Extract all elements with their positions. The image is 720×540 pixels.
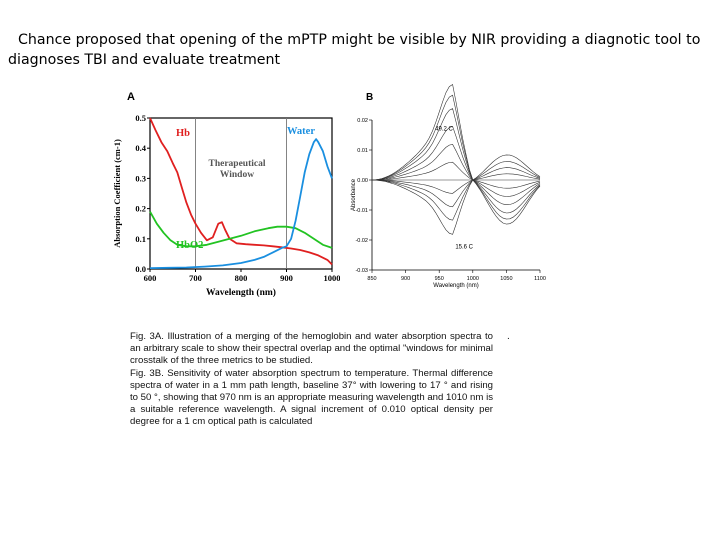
series-label-water: Water [287, 126, 315, 137]
temperature-curve [372, 161, 541, 189]
caption-fig-3a: Fig. 3A. Illustration of a merging of th… [130, 331, 493, 367]
y-axis-label-a: Absorption Coefficient (cm-1) [112, 139, 122, 248]
y-tick-label-b: 0.02 [357, 118, 368, 124]
temperature-curve [371, 108, 541, 214]
temperature-curve [371, 143, 541, 197]
x-tick-label-b: 1050 [500, 276, 512, 282]
x-axis-label-b: Wavelength (nm) [433, 283, 478, 289]
y-tick-label-b: 0.01 [357, 148, 368, 154]
series-label-hbo2: HbO2 [176, 240, 203, 251]
thermal-difference-spectra-chart: B 850 900 950 1000 1050 1100 -0.03 -0.02 -0.01 0.0… [351, 84, 546, 289]
series-label-hb: Hb [176, 128, 190, 139]
y-axis-label-b: Absorbance [351, 178, 357, 211]
therapeutic-window-label: Window [220, 170, 254, 180]
x-tick-label-b: 900 [401, 276, 410, 282]
curve-temperature-label: 49.2 C [435, 127, 453, 133]
x-tick-label-a: 900 [280, 273, 293, 283]
y-tick-label-b: 0.00 [357, 178, 368, 184]
y-tick-label-a: 0.5 [135, 113, 146, 123]
series-line-hb [149, 117, 333, 266]
caption-fig-3b: Fig. 3B. Sensitivity of water absorption… [130, 367, 493, 428]
x-tick-label-a: 700 [189, 273, 202, 283]
series-line-water [149, 138, 333, 269]
y-tick-label-b: -0.03 [355, 268, 368, 274]
temperature-curve [371, 94, 541, 220]
y-tick-label-a: 0.0 [135, 264, 146, 274]
panel-label-a: A [127, 91, 135, 103]
x-tick-label-b: 950 [435, 276, 444, 282]
x-tick-label-a: 600 [144, 273, 157, 283]
slide-heading: Chance proposed that opening of the mPTP… [8, 32, 701, 68]
y-tick-label-b: -0.01 [355, 208, 368, 214]
y-tick-label-a: 0.3 [135, 173, 146, 183]
figure-panel-b: B 850 900 950 1000 1050 1100 -0.03 -0.02 -0.01 0.0… [346, 84, 570, 300]
y-tick-label-a: 0.4 [135, 143, 146, 153]
figure-panel-a: A Therapeutical Window 600 700 800 900 1000 0.0 0… [112, 84, 340, 300]
y-tick-label-b: -0.02 [355, 238, 368, 244]
y-tick-label-a: 0.2 [135, 204, 146, 214]
temperature-curve [371, 84, 541, 225]
x-tick-label-b: 1100 [534, 276, 546, 282]
caption-trailing-mark: . [507, 331, 510, 342]
x-tick-label-b: 850 [367, 276, 376, 282]
temperature-curve [372, 167, 541, 208]
x-axis-label-a: Wavelength (nm) [206, 287, 276, 298]
temperature-curve [371, 154, 541, 235]
y-tick-label-a: 0.1 [135, 234, 146, 244]
therapeutic-window-label: Therapeutical [209, 159, 266, 169]
figure-caption: Fig. 3A. Illustration of a merging of th… [130, 331, 493, 429]
temperature-curve [372, 173, 541, 194]
series-line-hbo2 [149, 211, 333, 249]
panel-label-b: B [366, 92, 373, 103]
x-tick-label-b: 1000 [467, 276, 479, 282]
curve-temperature-label: 15.6 C [455, 244, 473, 250]
x-tick-label-a: 800 [235, 273, 248, 283]
temperature-curve [371, 161, 541, 221]
temperature-curve [371, 126, 541, 206]
x-tick-label-a: 1000 [324, 273, 341, 283]
